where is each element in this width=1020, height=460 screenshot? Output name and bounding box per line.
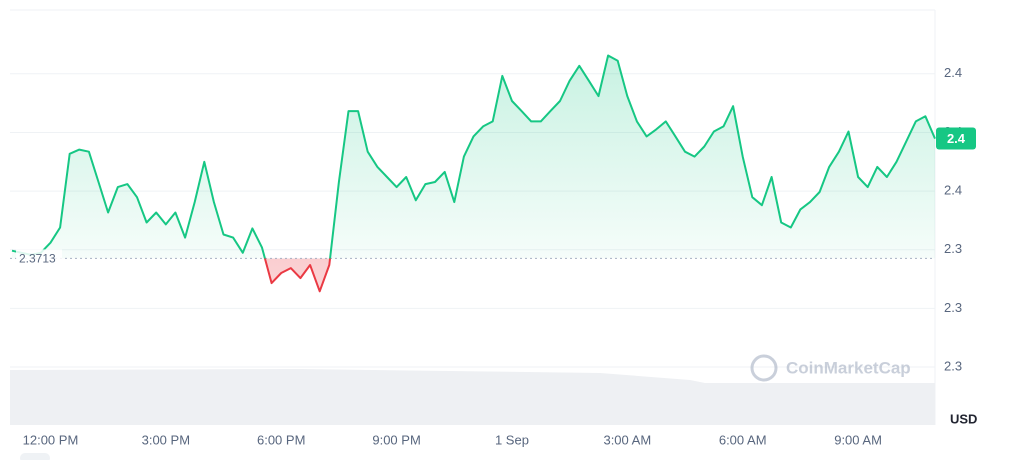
volume-area (10, 369, 935, 425)
y-tick-label: 2.3 (944, 300, 962, 315)
x-tick-label: 1 Sep (495, 432, 529, 447)
last-price-label: 2.4 (947, 131, 966, 146)
watermark: CoinMarketCap (750, 354, 911, 382)
watermark-text: CoinMarketCap (786, 358, 911, 377)
currency-label: USD (950, 411, 977, 426)
y-tick-label: 2.3 (944, 241, 962, 256)
x-tick-label: 12:00 PM (23, 432, 79, 447)
scroll-handle[interactable] (20, 453, 50, 460)
x-tick-label: 3:00 PM (142, 432, 190, 447)
y-tick-label: 2.3 (944, 358, 962, 373)
baseline-label: 2.3713 (19, 252, 56, 266)
last-price-badge (936, 127, 976, 150)
x-tick-label: 6:00 AM (719, 432, 767, 447)
x-tick-label: 9:00 PM (372, 432, 420, 447)
x-tick-label: 9:00 AM (834, 432, 882, 447)
y-tick-label: 2.4 (944, 183, 962, 198)
watermark-logo (750, 354, 778, 382)
x-tick-label: 3:00 AM (603, 432, 651, 447)
price-area (12, 55, 935, 292)
x-tick-label: 6:00 PM (257, 432, 305, 447)
y-tick-label: 2.4 (944, 65, 962, 80)
baseline-label-bg (16, 249, 62, 268)
price-line (11, 54, 936, 293)
